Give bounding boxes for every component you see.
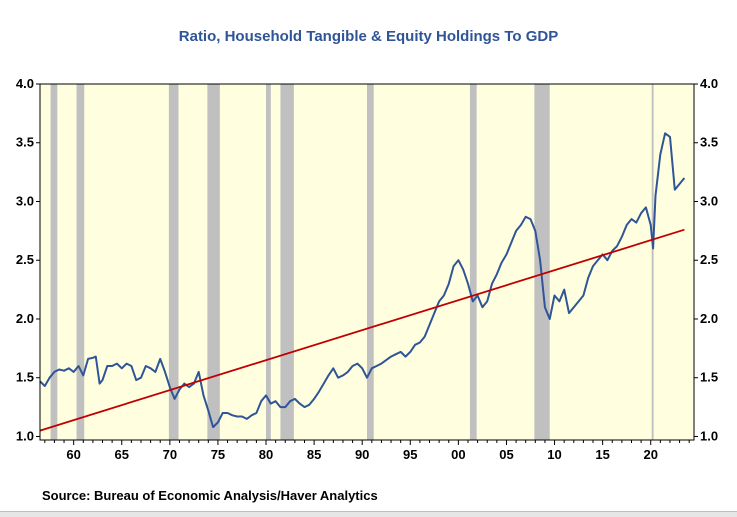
- recession-band-2: [76, 84, 85, 440]
- y-tick-label-left: 4.0: [16, 76, 34, 91]
- y-tick-label-right: 1.0: [700, 428, 718, 443]
- recession-band-9: [534, 84, 550, 440]
- x-tick-label: 90: [355, 447, 369, 462]
- y-tick-label-right: 2.5: [700, 252, 718, 267]
- trend-line: [39, 228, 685, 432]
- x-tick-label: 20: [643, 447, 657, 462]
- x-tick-label: 65: [115, 447, 129, 462]
- y-tick-label-right: 3.0: [700, 193, 718, 208]
- x-tick-label: 80: [259, 447, 273, 462]
- x-tick-label: 95: [403, 447, 417, 462]
- bottom-border: [0, 511, 737, 517]
- y-tick-label-left: 1.5: [16, 370, 34, 385]
- x-tick-label: 10: [547, 447, 561, 462]
- y-tick-label-left: 2.0: [16, 311, 34, 326]
- y-tick-label-left: 3.5: [16, 135, 34, 150]
- plot-frame: [39, 83, 695, 441]
- recession-band-6: [280, 84, 294, 440]
- y-tick-label-right: 3.5: [700, 135, 718, 150]
- x-tick-label: 70: [163, 447, 177, 462]
- recession-band-1: [50, 84, 58, 440]
- recession-band-8: [469, 84, 477, 440]
- recession-band-3: [168, 84, 179, 440]
- recession-band-10: [651, 84, 654, 440]
- y-tick-label-left: 2.5: [16, 252, 34, 267]
- recession-band-5: [266, 84, 271, 440]
- y-tick-label-left: 3.0: [16, 193, 34, 208]
- recession-band-7: [367, 84, 374, 440]
- y-tick-label-left: 1.0: [16, 428, 34, 443]
- y-tick-label-right: 4.0: [700, 76, 718, 91]
- recession-band-4: [207, 84, 220, 440]
- series-line-ratio: [39, 132, 686, 429]
- x-tick-label: 85: [307, 447, 321, 462]
- x-tick-label: 75: [211, 447, 225, 462]
- y-tick-label-right: 2.0: [700, 311, 718, 326]
- source-note: Source: Bureau of Economic Analysis/Have…: [42, 488, 378, 503]
- x-tick-label: 05: [499, 447, 513, 462]
- x-tick-label: 60: [66, 447, 80, 462]
- y-tick-label-right: 1.5: [700, 370, 718, 385]
- x-tick-label: 15: [595, 447, 609, 462]
- x-tick-label: 00: [451, 447, 465, 462]
- chart-title: Ratio, Household Tangible & Equity Holdi…: [178, 28, 559, 45]
